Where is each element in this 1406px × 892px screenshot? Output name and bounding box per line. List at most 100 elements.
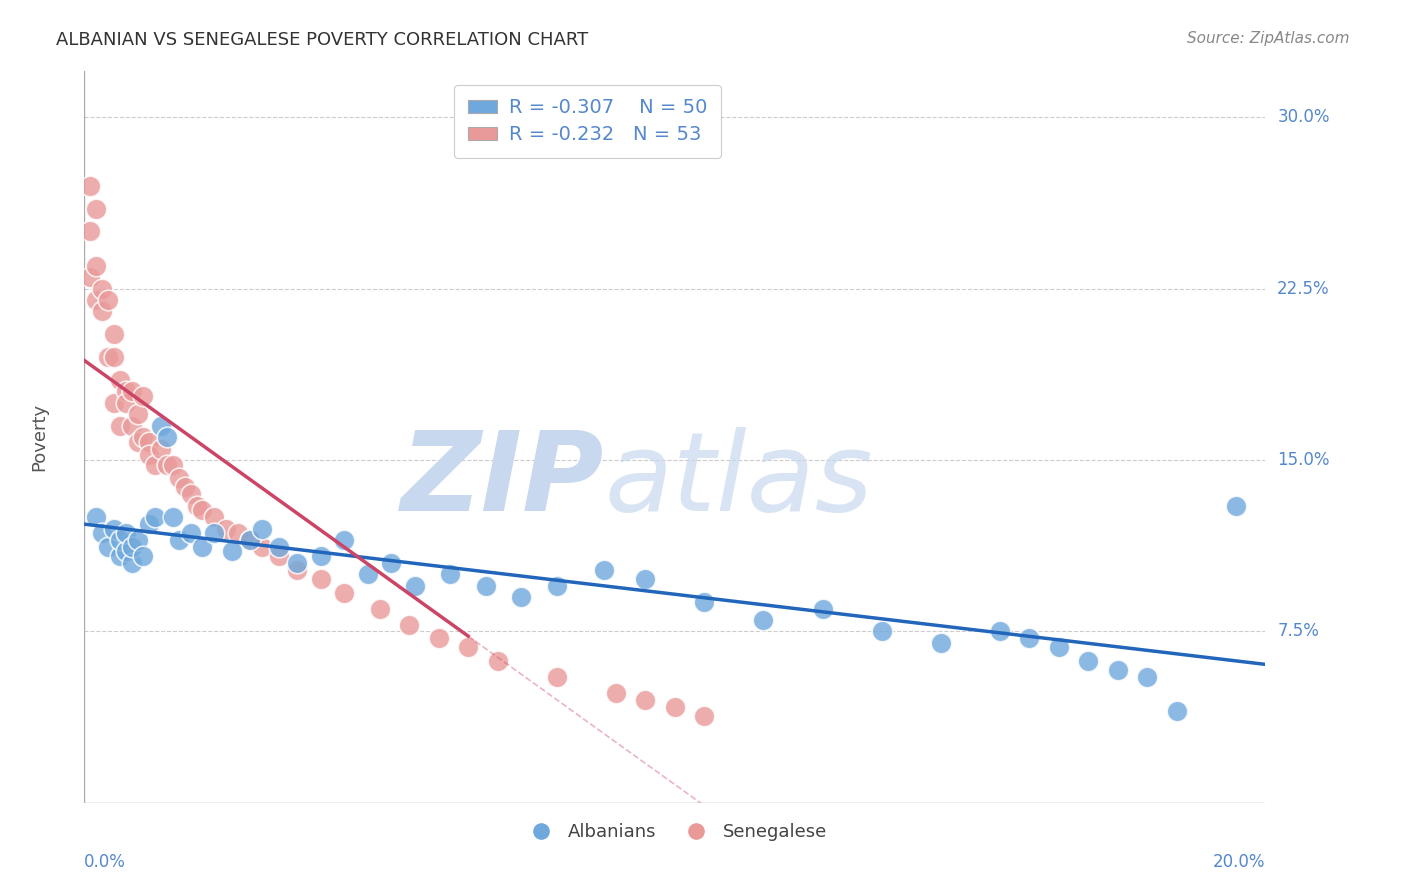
Point [121, 418, 143, 433]
Point [357, 567, 380, 582]
Point [132, 549, 155, 563]
Point [173, 480, 195, 494]
Text: ZIP: ZIP [401, 427, 605, 534]
Point [593, 563, 616, 577]
Point [138, 449, 160, 463]
Point [132, 389, 155, 403]
Point [333, 533, 356, 547]
Text: 20.0%: 20.0% [1213, 853, 1265, 871]
Point [103, 521, 125, 535]
Point [114, 526, 136, 541]
Point [1077, 654, 1099, 668]
Point [988, 624, 1011, 639]
Text: 22.5%: 22.5% [1277, 279, 1330, 298]
Point [239, 533, 262, 547]
Point [368, 601, 391, 615]
Point [546, 579, 568, 593]
Point [333, 585, 356, 599]
Point [180, 487, 202, 501]
Point [97, 350, 120, 364]
Point [1107, 663, 1129, 677]
Point [167, 471, 190, 485]
Text: atlas: atlas [605, 427, 873, 534]
Point [143, 458, 166, 472]
Point [250, 521, 273, 535]
Point [84, 293, 107, 307]
Point [127, 434, 149, 449]
Point [215, 521, 238, 535]
Point [752, 613, 775, 627]
Point [138, 434, 160, 449]
Point [114, 384, 136, 399]
Point [103, 327, 125, 342]
Point [84, 510, 107, 524]
Point [79, 178, 101, 193]
Point [202, 510, 225, 524]
Point [929, 636, 952, 650]
Point [269, 540, 291, 554]
Point [108, 418, 131, 433]
Point [191, 503, 214, 517]
Point [1018, 632, 1040, 646]
Point [664, 699, 686, 714]
Point [1136, 670, 1159, 684]
Text: Poverty: Poverty [31, 403, 48, 471]
Point [84, 259, 107, 273]
Point [404, 579, 426, 593]
Point [186, 499, 208, 513]
Text: 15.0%: 15.0% [1277, 451, 1330, 469]
Point [121, 540, 143, 554]
Point [108, 549, 131, 563]
Point [132, 430, 155, 444]
Point [605, 686, 627, 700]
Point [226, 526, 249, 541]
Point [693, 595, 716, 609]
Text: 7.5%: 7.5% [1277, 623, 1319, 640]
Point [143, 510, 166, 524]
Point [138, 516, 160, 531]
Point [156, 458, 179, 472]
Point [285, 556, 308, 570]
Point [180, 526, 202, 541]
Point [870, 624, 893, 639]
Point [380, 556, 402, 570]
Point [221, 544, 243, 558]
Point [84, 202, 107, 216]
Point [634, 693, 657, 707]
Point [202, 526, 225, 541]
Point [693, 709, 716, 723]
Point [1047, 640, 1070, 655]
Point [79, 270, 101, 285]
Point [1225, 499, 1247, 513]
Point [398, 617, 420, 632]
Point [150, 442, 173, 456]
Legend: Albanians, Senegalese: Albanians, Senegalese [516, 816, 834, 848]
Point [150, 418, 173, 433]
Point [108, 373, 131, 387]
Text: ALBANIAN VS SENEGALESE POVERTY CORRELATION CHART: ALBANIAN VS SENEGALESE POVERTY CORRELATI… [56, 31, 589, 49]
Point [191, 540, 214, 554]
Point [439, 567, 461, 582]
Text: 30.0%: 30.0% [1277, 108, 1330, 126]
Text: 0.0%: 0.0% [84, 853, 127, 871]
Point [162, 510, 184, 524]
Point [1166, 705, 1188, 719]
Point [91, 526, 114, 541]
Point [103, 350, 125, 364]
Point [121, 384, 143, 399]
Point [114, 544, 136, 558]
Point [127, 533, 149, 547]
Point [546, 670, 568, 684]
Point [97, 293, 120, 307]
Point [427, 632, 450, 646]
Point [127, 407, 149, 421]
Point [167, 533, 190, 547]
Point [285, 563, 308, 577]
Point [114, 396, 136, 410]
Point [510, 590, 533, 604]
Point [309, 549, 332, 563]
Point [634, 572, 657, 586]
Point [309, 572, 332, 586]
Point [250, 540, 273, 554]
Point [103, 396, 125, 410]
